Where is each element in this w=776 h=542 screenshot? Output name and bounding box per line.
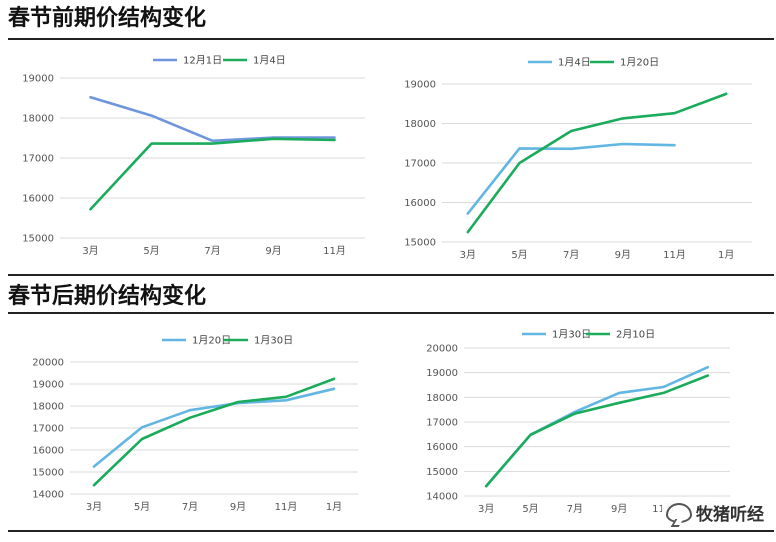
x-tick-label: 9月 <box>611 503 627 515</box>
x-tick-label: 7月 <box>204 245 220 257</box>
y-tick-label: 15000 <box>32 468 64 479</box>
section-divider <box>8 312 774 314</box>
series-line-2 <box>484 374 710 488</box>
legend-label: 1月30日 <box>254 335 293 347</box>
y-tick-label: 17000 <box>404 159 436 170</box>
chart-before-2: 15000 16000 17000 18000 19000 3月 5月 7月 9月 11月 1月 1月… <box>404 57 752 261</box>
y-tick-label: 15000 <box>22 234 54 245</box>
y-tick-label: 17000 <box>426 418 458 429</box>
y-tick-label: 20000 <box>426 344 458 355</box>
section-divider <box>8 38 774 40</box>
y-tick-label: 19000 <box>22 74 54 85</box>
y-tick-label: 19000 <box>32 380 64 391</box>
y-tick-label: 16000 <box>426 442 458 453</box>
x-tick-label: 11月 <box>663 249 686 261</box>
series-line-2 <box>92 377 336 487</box>
chart-after-2: 14000 15000 16000 17000 18000 19000 20000 3月 5月 7… <box>426 329 730 515</box>
x-tick-label: 11月 <box>323 245 346 257</box>
x-tick-label: 7月 <box>567 503 583 515</box>
y-tick-label: 16000 <box>404 198 436 209</box>
section-divider <box>8 530 774 532</box>
x-tick-label: 7月 <box>563 249 579 261</box>
series-line-2 <box>89 137 336 211</box>
x-tick-label: 5月 <box>134 501 150 513</box>
watermark: 牧猪听经 <box>662 499 768 526</box>
legend-label: 1月4日 <box>253 55 286 67</box>
series-line-2 <box>466 92 728 234</box>
series-line-1 <box>466 142 676 215</box>
x-tick-label: 1月 <box>326 501 342 513</box>
section-title-after-festival: 春节后期价结构变化 <box>8 284 207 309</box>
x-tick-label: 1月 <box>718 249 734 261</box>
series-line-1 <box>89 95 336 143</box>
y-tick-label: 18000 <box>426 393 458 404</box>
x-tick-label: 9月 <box>230 501 246 513</box>
x-tick-label: 11月 <box>275 501 298 513</box>
y-tick-label: 14000 <box>426 492 458 503</box>
chart-before-1: 15000 16000 17000 18000 19000 3月 5月 7月 9月 11月 12月1… <box>22 55 365 257</box>
x-tick-label: 3月 <box>86 501 102 513</box>
y-tick-label: 15000 <box>404 238 436 249</box>
y-tick-label: 19000 <box>426 368 458 379</box>
x-tick-label: 7月 <box>182 501 198 513</box>
x-tick-label: 9月 <box>615 249 631 261</box>
series-line-1 <box>484 365 710 488</box>
wechat-icon <box>666 502 692 523</box>
legend-label: 1月4日 <box>558 57 591 69</box>
x-tick-label: 9月 <box>265 245 281 257</box>
y-tick-label: 18000 <box>22 114 54 125</box>
y-tick-label: 14000 <box>32 490 64 501</box>
y-tick-label: 17000 <box>32 424 64 435</box>
x-tick-label: 5月 <box>511 249 527 261</box>
y-tick-label: 17000 <box>22 154 54 165</box>
y-tick-label: 15000 <box>426 467 458 478</box>
chart-after-1: 14000 15000 16000 17000 18000 19000 20000 3月 5月 7… <box>32 335 358 513</box>
x-tick-label: 3月 <box>478 503 494 515</box>
section-title-before-festival: 春节前期价结构变化 <box>8 6 207 31</box>
y-tick-label: 16000 <box>32 446 64 457</box>
y-tick-label: 18000 <box>404 119 436 130</box>
series-line-1 <box>92 387 336 468</box>
watermark-text: 牧猪听经 <box>696 505 764 525</box>
y-tick-label: 18000 <box>32 402 64 413</box>
x-tick-label: 3月 <box>82 245 98 257</box>
legend-label: 2月10日 <box>616 329 655 341</box>
legend-label: 1月20日 <box>192 335 231 347</box>
y-tick-label: 16000 <box>22 194 54 205</box>
x-tick-label: 5月 <box>522 503 538 515</box>
x-tick-label: 3月 <box>460 249 476 261</box>
y-tick-label: 19000 <box>404 80 436 91</box>
legend-label: 1月30日 <box>552 329 591 341</box>
section-divider <box>8 274 774 276</box>
x-tick-label: 5月 <box>143 245 159 257</box>
legend-label: 12月1日 <box>183 55 222 67</box>
legend-label: 1月20日 <box>620 57 659 69</box>
y-tick-label: 20000 <box>32 358 64 369</box>
